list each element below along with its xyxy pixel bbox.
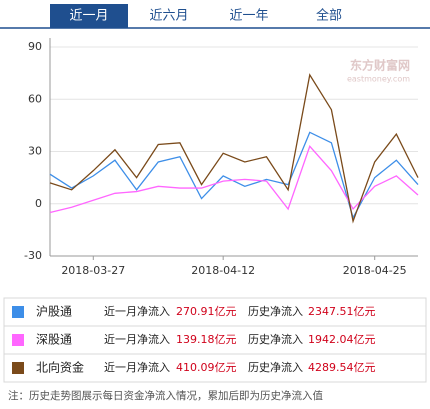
tab[interactable]: 全部	[316, 8, 342, 24]
legend-month-value: 410.09亿元	[176, 361, 237, 374]
legend-total-label: 历史净流入	[248, 304, 303, 318]
legend-month-value: 139.18亿元	[176, 333, 237, 346]
legend-name: 北向资金	[36, 360, 84, 375]
legend-total-label: 历史净流入	[248, 360, 303, 374]
tab-active[interactable]	[50, 4, 128, 28]
legend-name: 深股通	[36, 333, 72, 347]
series-line	[49, 145, 419, 214]
x-tick-label: 2018-04-12	[191, 264, 255, 277]
x-tick-label: 2018-03-27	[61, 264, 125, 277]
watermark-sub: eastmoney.com	[347, 75, 410, 84]
legend-total-label: 历史净流入	[248, 332, 303, 346]
y-tick-label: 60	[28, 92, 42, 105]
watermark: 东方财富网	[350, 58, 410, 73]
y-tick-label: 90	[28, 40, 42, 53]
legend-swatch	[12, 334, 24, 346]
note: 注：历史走势图展示每日资金净流入情况，累加后即为历史净流入值	[8, 389, 323, 402]
legend-month-value: 270.91亿元	[176, 305, 237, 318]
legend-total-value: 1942.04亿元	[308, 333, 376, 346]
legend-month-label: 近一月净流入	[104, 304, 170, 318]
legend-swatch	[12, 306, 24, 318]
x-tick-label: 2018-04-25	[343, 264, 407, 277]
tab[interactable]: 近六月	[149, 9, 188, 24]
y-tick-label: 0	[35, 197, 42, 210]
legend-name: 沪股通	[36, 305, 72, 319]
y-tick-label: -30	[24, 249, 42, 262]
legend-month-label: 近一月净流入	[104, 332, 170, 346]
tab[interactable]: 近一月	[69, 9, 108, 24]
legend-total-value: 2347.51亿元	[308, 305, 376, 318]
legend-total-value: 4289.54亿元	[308, 361, 376, 374]
y-tick-label: 30	[28, 145, 42, 158]
tab[interactable]: 近一年	[229, 9, 268, 24]
legend-month-label: 近一月净流入	[104, 360, 170, 374]
legend-box	[3, 297, 427, 383]
series-line	[49, 73, 419, 224]
legend-swatch	[12, 362, 24, 374]
